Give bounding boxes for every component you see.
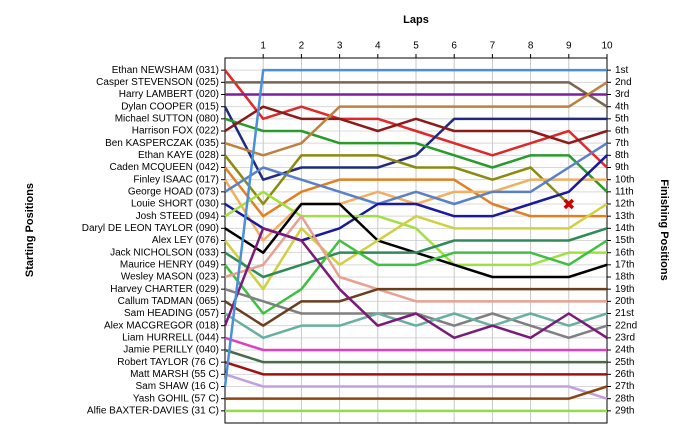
- series-line: [224, 190, 607, 267]
- x-tick-label: 9: [566, 41, 572, 52]
- y2-tick-label: 4th: [615, 101, 629, 112]
- y2-tick-label: 23rd: [615, 332, 635, 343]
- series-line: [224, 81, 608, 157]
- y-tick-label: Yash GOHIL (57 C): [133, 393, 219, 404]
- x-tick-label: 5: [413, 41, 419, 52]
- y-tick-label: Alex LEY (076): [152, 235, 219, 246]
- y-tick-label: Ethan KAYE (028): [138, 150, 219, 161]
- y2-tick-label: 11th: [615, 186, 634, 197]
- series-line: [224, 105, 608, 145]
- y-tick-label: Harrison FOX (022): [132, 126, 219, 137]
- y-tick-label: Callum TADMAN (065): [118, 296, 219, 307]
- y2-tick-label: 29th: [615, 405, 634, 416]
- y-tick-label: Harvey CHARTER (029): [110, 284, 219, 295]
- series-line: [224, 227, 608, 279]
- series-line: [224, 117, 608, 193]
- y2-tick-label: 14th: [615, 223, 634, 234]
- y2-tick-label: 9th: [615, 162, 629, 173]
- y-tick-label: Finley ISAAC (017): [133, 174, 219, 185]
- series-line: [224, 69, 608, 169]
- series-line: [224, 214, 607, 303]
- x-tick-label: 8: [528, 41, 534, 52]
- y2-tick-label: 25th: [615, 357, 634, 368]
- y2-tick-label: 10th: [615, 174, 634, 185]
- series-line: [224, 360, 607, 376]
- y2-tick-label: 19th: [615, 284, 634, 295]
- y-tick-label: Dylan COOPER (015): [121, 101, 219, 112]
- y2-tick-label: 24th: [615, 345, 634, 356]
- x-tick-label: 7: [490, 41, 496, 52]
- y-tick-label: Casper STEVENSON (025): [96, 77, 219, 88]
- series-line: [224, 348, 607, 364]
- y2-tick-label: 18th: [615, 272, 634, 283]
- y2-axis-title: Finishing Positions: [658, 179, 670, 280]
- y2-tick-label: 3rd: [615, 89, 629, 100]
- y-tick-label: Josh STEED (094): [136, 211, 219, 222]
- y2-tick-label: 12th: [615, 199, 634, 210]
- y2-tick-label: 5th: [615, 113, 629, 124]
- y-tick-label: Sam SHAW (16 C): [135, 381, 219, 392]
- series-line: [224, 202, 608, 291]
- series-line: [224, 166, 607, 218]
- y2-tick-label: 2nd: [615, 77, 632, 88]
- x-tick-label: 6: [451, 41, 457, 52]
- y2-tick-label: 16th: [615, 247, 634, 258]
- x-tick-label: 1: [260, 41, 266, 52]
- y-tick-label: Robert TAYLOR (76 C): [117, 357, 219, 368]
- y2-tick-label: 21st: [615, 308, 634, 319]
- y-tick-label: Harry LAMBERT (020): [119, 89, 219, 100]
- y-tick-label: Jamie PERILLY (040): [123, 345, 219, 356]
- y-tick-label: Louie SHORT (030): [131, 199, 219, 210]
- x-tick-label: 3: [337, 41, 343, 52]
- y-tick-label: Ethan NEWSHAM (031): [112, 65, 219, 76]
- y2-tick-label: 13th: [615, 211, 634, 222]
- series-line: [224, 373, 608, 400]
- y-tick-label: Matt MARSH (55 C): [130, 369, 219, 380]
- series-line: [223, 68, 607, 387]
- series-line: [225, 385, 608, 400]
- y-tick-label: Daryl DE LEON TAYLOR (090): [82, 223, 219, 234]
- y2-tick-label: 22nd: [615, 320, 637, 331]
- series-line: [225, 81, 608, 108]
- series-line: [224, 287, 607, 327]
- y-tick-label: Liam HURRELL (044): [122, 332, 219, 343]
- y2-tick-label: 26th: [615, 369, 634, 380]
- y-tick-label: Sam HEADING (057): [124, 308, 219, 319]
- series-line: [224, 142, 608, 206]
- series-line: [224, 154, 570, 206]
- y-tick-label: Maurice HENRY (049): [120, 259, 219, 270]
- retired-marker: [563, 198, 575, 210]
- y-tick-label: Caden MCQUEEN (042): [110, 162, 219, 173]
- y2-tick-label: 15th: [615, 235, 634, 246]
- y2-tick-label: 20th: [615, 296, 634, 307]
- x-tick-label: 4: [375, 41, 381, 52]
- y-tick-label: Alex MACGREGOR (018): [104, 320, 219, 331]
- y2-tick-label: 6th: [615, 126, 629, 137]
- y-tick-label: Alfie BAXTER-DAVIES (31 C): [87, 405, 219, 416]
- y-tick-label: Jack NICHOLSON (033): [110, 247, 219, 258]
- y-tick-label: Wesley MASON (023): [121, 272, 219, 283]
- chart-title: Laps: [403, 14, 429, 26]
- y-axis-title: Starting Positions: [24, 183, 36, 277]
- series-line: [224, 312, 608, 340]
- y2-tick-label: 28th: [615, 393, 634, 404]
- series-line: [223, 227, 608, 340]
- y-tick-label: Michael SUTTON (080): [115, 113, 219, 124]
- y2-tick-label: 27th: [615, 381, 634, 392]
- y2-tick-label: 1st: [615, 65, 629, 76]
- y-tick-label: George HOAD (073): [128, 186, 219, 197]
- series-line: [224, 336, 607, 352]
- x-tick-label: 10: [601, 41, 613, 52]
- y2-tick-label: 7th: [615, 138, 629, 149]
- y2-tick-label: 17th: [615, 259, 634, 270]
- y-tick-label: Ben KASPERCZAK (035): [105, 138, 219, 149]
- y2-tick-label: 8th: [615, 150, 629, 161]
- series-line: [224, 239, 608, 315]
- x-tick-label: 2: [299, 41, 305, 52]
